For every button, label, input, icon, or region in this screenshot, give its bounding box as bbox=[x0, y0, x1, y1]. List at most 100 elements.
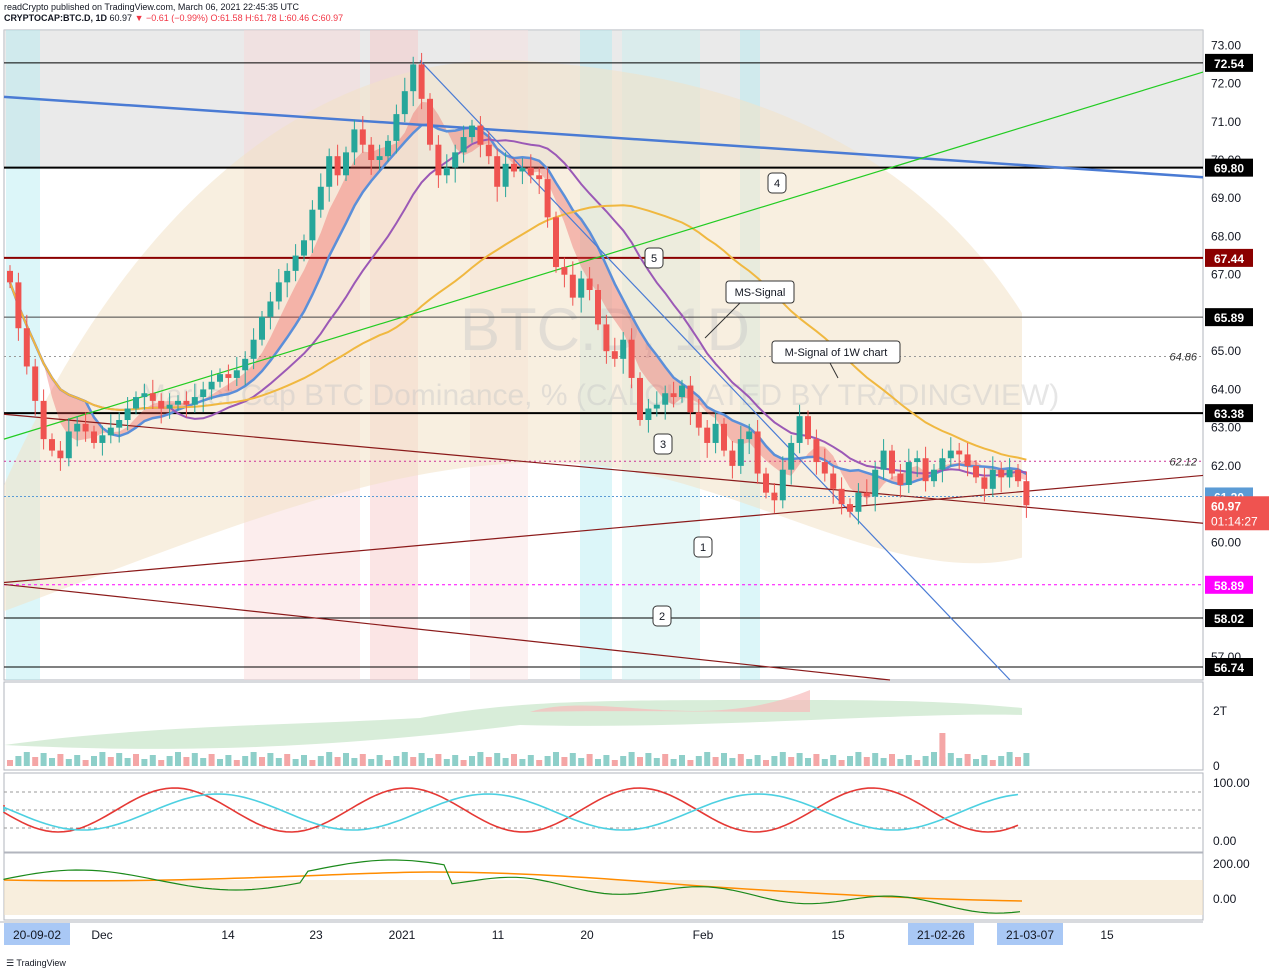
volume-bar bbox=[905, 755, 912, 766]
candle bbox=[376, 156, 383, 160]
countdown-label: 01:14:27 bbox=[1211, 514, 1258, 528]
trendline-dark-2 bbox=[3, 474, 1204, 584]
trendline-dark-3 bbox=[3, 583, 891, 681]
candle bbox=[872, 469, 879, 497]
candle bbox=[317, 186, 324, 210]
volume-bar bbox=[620, 756, 627, 766]
volume-bar bbox=[418, 753, 425, 766]
price-tag-label: 58.89 bbox=[1214, 579, 1244, 593]
candle bbox=[628, 339, 635, 378]
candle bbox=[998, 469, 1005, 478]
callout-label: MS-Signal bbox=[735, 287, 786, 299]
volume-bar bbox=[175, 752, 181, 766]
candle bbox=[855, 492, 862, 512]
volume-bar bbox=[259, 757, 265, 766]
volume-bar bbox=[645, 753, 652, 766]
price-tag bbox=[1205, 658, 1253, 676]
symbol-name[interactable]: CRYPTOCAP:BTC.D, 1D bbox=[4, 13, 108, 23]
volume-bar bbox=[452, 755, 459, 766]
volume-bar bbox=[1023, 753, 1030, 766]
callout-box bbox=[767, 172, 787, 194]
price-plot: 64.86 62.12 4 5 3 1 2 MS-Signal M-Signal of 1W c… bbox=[3, 52, 1204, 681]
y-tick-label: 68.00 bbox=[1211, 229, 1241, 243]
volume-bar bbox=[998, 756, 1005, 766]
osc-band bbox=[4, 880, 1203, 915]
volume-bar bbox=[57, 754, 64, 766]
volume-bar bbox=[99, 752, 106, 766]
volume-bar bbox=[410, 757, 417, 766]
candle bbox=[107, 427, 114, 436]
volume-bar bbox=[208, 754, 215, 766]
x-tick-label: Dec bbox=[91, 928, 112, 942]
volume-bar bbox=[561, 757, 568, 766]
candle bbox=[721, 423, 727, 451]
volume-bar bbox=[443, 759, 450, 766]
callout-pointer bbox=[704, 302, 741, 339]
volume-bar bbox=[469, 756, 475, 766]
price-tag-label: 67.44 bbox=[1214, 252, 1244, 266]
candle bbox=[141, 393, 148, 398]
candle bbox=[443, 167, 450, 176]
volume-bar bbox=[553, 752, 559, 766]
volume-bar bbox=[334, 757, 341, 766]
candle bbox=[620, 339, 627, 359]
candle bbox=[746, 431, 753, 440]
callout-box bbox=[725, 280, 795, 304]
volume-bar bbox=[595, 759, 601, 766]
candle bbox=[99, 435, 106, 443]
ohlc-values: O:61.58 H:61.78 L:60.46 C:60.97 bbox=[210, 13, 344, 23]
candle bbox=[595, 290, 601, 325]
candle bbox=[737, 439, 744, 466]
candle bbox=[788, 442, 795, 470]
volume-bar bbox=[830, 755, 837, 766]
candle bbox=[116, 420, 123, 428]
volume-bar bbox=[494, 753, 501, 766]
volume-bar bbox=[922, 756, 929, 766]
volume-bar bbox=[805, 758, 811, 766]
volume-bar bbox=[779, 752, 786, 766]
footer-brand[interactable]: ☰ TradingView bbox=[6, 958, 66, 969]
candle bbox=[57, 450, 64, 459]
indicator-pane bbox=[3, 772, 1204, 853]
price-tag-label: 63.38 bbox=[1214, 407, 1244, 421]
candle bbox=[973, 465, 979, 478]
volume-bar bbox=[847, 756, 853, 766]
price-tag-label: 72.54 bbox=[1214, 57, 1244, 71]
candle bbox=[536, 175, 543, 180]
candle bbox=[964, 454, 971, 466]
y-tick-label: 64.00 bbox=[1211, 382, 1241, 396]
trendline-blue-down bbox=[419, 60, 1011, 681]
volatility-envelope bbox=[4, 60, 1022, 612]
volume-bar bbox=[317, 756, 324, 766]
candle bbox=[763, 473, 769, 493]
candle bbox=[242, 358, 249, 371]
volume-bar bbox=[242, 756, 249, 766]
indicator-scale-label: 2T bbox=[1213, 704, 1228, 718]
y-tick-label: 73.00 bbox=[1211, 38, 1241, 52]
indicator-scale-label: 0.00 bbox=[1213, 834, 1237, 848]
candle bbox=[771, 492, 778, 501]
volume-bar bbox=[956, 758, 963, 766]
candle bbox=[897, 473, 904, 485]
ma-line-purple bbox=[9, 138, 1027, 477]
axis-layer: 57.0058.0059.0060.0061.0062.0063.0064.00… bbox=[0, 38, 1269, 945]
price-tag bbox=[1205, 248, 1253, 267]
indicator-scale-label: 100.00 bbox=[1213, 776, 1250, 790]
volume-bar bbox=[385, 760, 391, 766]
x-tick-label: Feb bbox=[693, 928, 714, 942]
x-tick-label: 15 bbox=[1100, 928, 1114, 942]
volume-cloud-red bbox=[530, 690, 810, 712]
candle bbox=[989, 469, 996, 489]
x-tick-label: 20-09-02 bbox=[13, 928, 61, 942]
volume-bar bbox=[166, 756, 173, 766]
price-tag-label: 58.02 bbox=[1214, 612, 1244, 626]
ma-line-orange bbox=[9, 204, 1027, 461]
volume-bar bbox=[326, 752, 333, 766]
volume-bar bbox=[32, 757, 39, 766]
volume-bar bbox=[662, 754, 669, 766]
callout-label: M-Signal of 1W chart bbox=[785, 347, 888, 359]
candle bbox=[494, 156, 501, 187]
volume-bar bbox=[250, 752, 257, 766]
y-tick-label: 69.00 bbox=[1211, 191, 1241, 205]
